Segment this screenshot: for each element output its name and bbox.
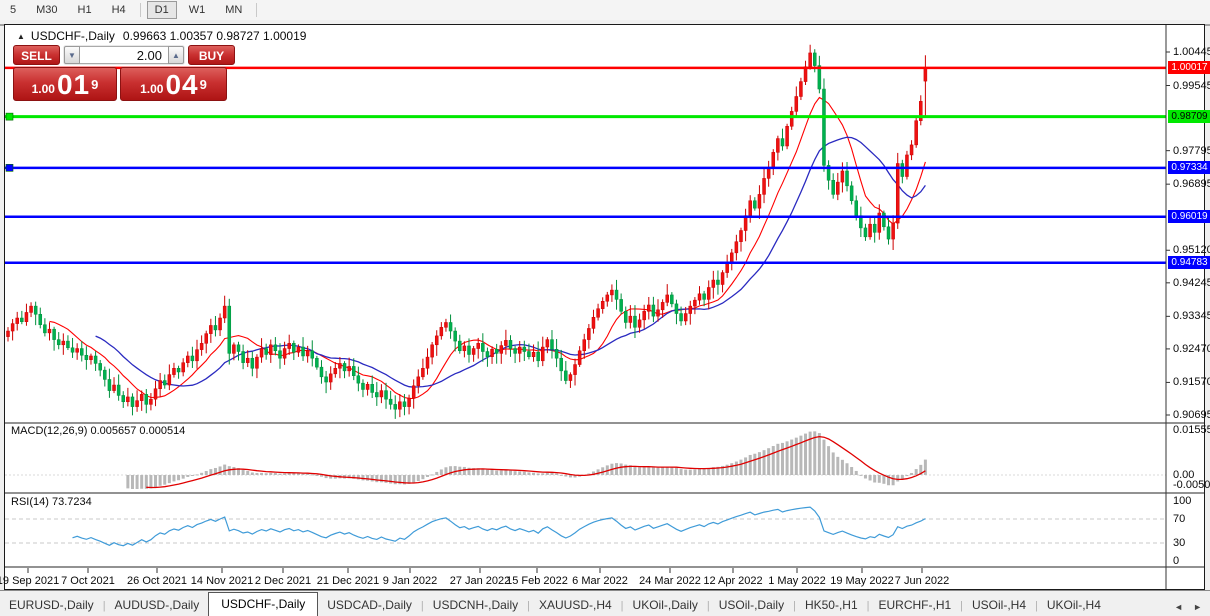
date-axis-label: 7 Jun 2022 [894, 575, 950, 587]
sell-price-box[interactable]: 1.00 01 9 [13, 67, 117, 101]
timeframe-button-mn[interactable]: MN [225, 4, 243, 16]
chart-tab-usdcnh-daily[interactable]: USDCNH-,Daily [432, 598, 519, 612]
volume-stepper: ▼ ▲ [63, 45, 185, 65]
price-level-badge: 0.94783 [1168, 256, 1210, 270]
macd-axis-label: -0.005075 [1173, 479, 1210, 491]
sell-price-prefix: 1.00 [31, 82, 55, 96]
tab-separator: | [866, 600, 870, 612]
chart-tab-hk50-h1[interactable]: HK50-,H1 [804, 598, 858, 612]
timeframe-button-h1[interactable]: H1 [77, 4, 92, 16]
chart-tab-xauusd-h4[interactable]: XAUUSD-,H4 [538, 598, 612, 612]
date-axis-label: 6 Mar 2022 [572, 575, 628, 587]
macd-axis-label: 0.00 [1173, 469, 1195, 481]
price-axis-label: 0.99545 [1173, 79, 1210, 92]
tab-separator: | [706, 600, 710, 612]
rsi-indicator-label: RSI(14) 73.7234 [11, 496, 92, 508]
price-axis-label: 0.94245 [1173, 276, 1210, 289]
price-level-badge: 0.97334 [1168, 161, 1210, 175]
tab-separator: | [1035, 600, 1038, 612]
buy-price-box[interactable]: 1.00 04 9 [120, 67, 227, 101]
date-axis-label: 9 Jan 2022 [382, 575, 438, 587]
macd-values: 0.005657 0.000514 [90, 425, 186, 437]
chart-tab-eurchf-h1[interactable]: EURCHF-,H1 [878, 598, 952, 612]
chart-tab-ukoil-h4[interactable]: UKOil-,H4 [1046, 598, 1101, 612]
timeframe-button-5[interactable]: 5 [10, 4, 17, 16]
tabs-scroll-left-icon[interactable]: ◄ [1174, 602, 1184, 612]
price-axis-label: 0.95120 [1173, 244, 1210, 257]
chart-tab-usoil-h4[interactable]: USOil-,H4 [972, 598, 1027, 612]
price-axis-label: 0.97795 [1173, 144, 1210, 157]
tab-separator: | [793, 600, 796, 612]
date-axis-label: 21 Dec 2021 [316, 575, 380, 587]
chart-tab-usdcad-daily[interactable]: USDCAD-,Daily [327, 598, 412, 612]
date-axis-label: 15 Feb 2022 [506, 575, 568, 587]
date-axis-label: 2 Dec 2021 [254, 575, 312, 587]
rsi-axis-label: 30 [1173, 537, 1186, 549]
macd-axis-label: 0.01555 [1173, 424, 1210, 436]
date-axis-label: 14 Nov 2021 [190, 575, 254, 587]
price-axis-label: 0.96895 [1173, 178, 1210, 191]
chart-tab-audusd-daily[interactable]: AUDUSD-,Daily [114, 598, 200, 612]
date-axis-label: 24 Mar 2022 [639, 575, 701, 587]
buy-button[interactable]: BUY [188, 45, 235, 65]
volume-increase-icon[interactable]: ▲ [168, 46, 184, 64]
chart-header: ▲ USDCHF-,Daily 0.99663 1.00357 0.98727 1.… [17, 29, 306, 43]
sell-button[interactable]: SELL [13, 45, 60, 65]
rsi-axis-label: 70 [1173, 513, 1186, 525]
price-axis-label: 0.93345 [1173, 310, 1210, 323]
date-axis-label: 12 Apr 2022 [703, 575, 763, 587]
tabs-scroll-right-icon[interactable]: ► [1193, 602, 1202, 612]
tab-separator: | [527, 600, 530, 612]
buy-price-main: 04 [165, 69, 199, 100]
rsi-value: 73.7234 [51, 496, 92, 508]
chart-canvas[interactable] [5, 25, 1204, 589]
timeframe-button-m30[interactable]: M30 [36, 4, 58, 16]
tab-separator: | [102, 600, 106, 612]
timeframe-toolbar: 5 M30 H1 H4 D1 W1 MN [0, 0, 1210, 20]
price-level-badge: 0.96019 [1168, 210, 1210, 224]
date-axis-label: 19 May 2022 [830, 575, 894, 587]
buy-price-pip: 9 [199, 77, 207, 92]
volume-input[interactable] [80, 46, 168, 64]
date-axis-label: 1 May 2022 [768, 575, 826, 587]
chart-tab-bar: EURUSD-,Daily | AUDUSD-,Daily USDCHF-,Daily… [0, 590, 1210, 616]
price-level-badge: 1.00017 [1168, 61, 1210, 75]
toolbar-divider [256, 3, 258, 17]
timeframe-button-w1[interactable]: W1 [188, 4, 206, 16]
date-axis-label: 27 Jan 2022 [449, 575, 511, 587]
volume-decrease-icon[interactable]: ▼ [64, 46, 80, 64]
chart-title: USDCHF-,Daily [30, 29, 115, 43]
buy-price-prefix: 1.00 [140, 82, 164, 96]
macd-indicator-label: MACD(12,26,9) 0.005657 0.000514 [11, 425, 186, 437]
timeframe-button-h4[interactable]: H4 [111, 4, 126, 16]
one-click-trading-panel: SELL ▼ ▲ BUY 1.00 01 9 1.00 04 9 [13, 45, 235, 101]
chart-tab-ukoil-daily[interactable]: UKOil-,Daily [632, 598, 698, 612]
chart-tab-usdchf-daily[interactable]: USDCHF-,Daily [208, 592, 319, 616]
tab-separator: | [420, 600, 424, 612]
price-axis-label: 1.00445 [1173, 46, 1210, 58]
tab-separator: | [960, 600, 964, 612]
tab-separator: | [620, 600, 624, 612]
toolbar-divider [139, 3, 141, 17]
rsi-axis-label: 0 [1173, 555, 1180, 567]
sell-price-main: 01 [56, 69, 91, 100]
date-axis-label: 26 Oct 2021 [127, 575, 187, 587]
tab-scroll-controls: ◄ ► [1174, 602, 1210, 616]
collapse-chart-icon[interactable]: ▲ [17, 32, 25, 41]
date-axis-label: 19 Sep 2021 [0, 575, 60, 587]
price-axis-label: 0.91570 [1173, 376, 1210, 389]
chart-tab-usoil-daily[interactable]: USOil-,Daily [718, 598, 785, 612]
timeframe-button-d1[interactable]: D1 [146, 1, 177, 19]
price-axis-label: 0.92470 [1173, 342, 1210, 355]
chart-ohlc-values: 0.99663 1.00357 0.98727 1.00019 [122, 29, 307, 43]
rsi-axis-label: 100 [1173, 495, 1192, 507]
chart-tab-eurusd-daily[interactable]: EURUSD-,Daily [9, 598, 94, 612]
price-axis-label: 0.90695 [1173, 408, 1210, 421]
sell-price-pip: 9 [91, 77, 99, 92]
price-level-badge: 0.98709 [1168, 110, 1210, 124]
date-axis-label: 7 Oct 2021 [61, 575, 115, 587]
chart-window: ▲ USDCHF-,Daily 0.99663 1.00357 0.98727 1.… [0, 24, 1210, 590]
